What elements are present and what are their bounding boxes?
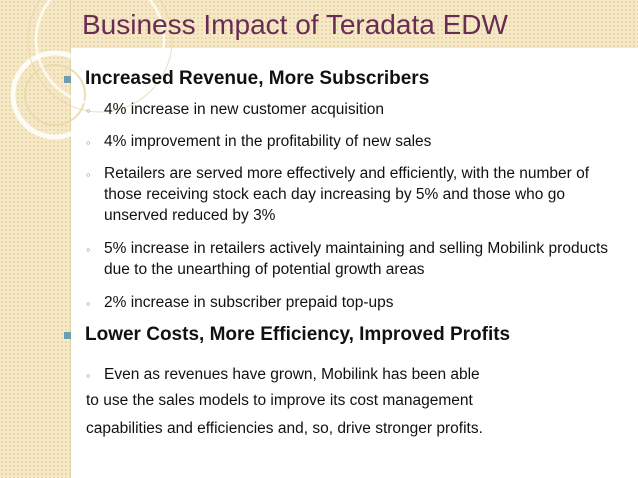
- ring-bullet-icon: ◦: [86, 167, 91, 182]
- list-item-text: 4% increase in new customer acquisition: [104, 101, 384, 118]
- list-item-text: 5% increase in retailers actively mainta…: [104, 240, 608, 278]
- list-item-text: 2% increase in subscriber prepaid top-up…: [104, 294, 394, 311]
- square-bullet-icon: [64, 332, 71, 339]
- slide-title: Business Impact of Teradata EDW: [82, 9, 508, 40]
- section-heading-costs: Lower Costs, More Efficiency, Improved P…: [64, 324, 511, 346]
- ring-bullet-icon: ◦: [86, 103, 91, 118]
- list-item: ◦ Retailers are served more effectively …: [86, 163, 614, 226]
- ring-bullet-icon: ◦: [86, 368, 91, 383]
- heading-text: Lower Costs, More Efficiency, Improved P…: [85, 324, 511, 345]
- ring-bullet-icon: ◦: [86, 242, 91, 257]
- list-item: ◦ 2% increase in subscriber prepaid top-…: [86, 292, 604, 313]
- list-item-text: Even as revenues have grown, Mobilink ha…: [104, 366, 480, 383]
- list-item-text: Retailers are served more effectively an…: [104, 165, 590, 224]
- list-item: ◦ Even as revenues have grown, Mobilink …: [86, 364, 604, 385]
- continuation-line: to use the sales models to improve its c…: [86, 392, 473, 409]
- side-band: [0, 0, 71, 478]
- list-item: ◦ 4% increase in new customer acquisitio…: [86, 99, 604, 120]
- ring-bullet-icon: ◦: [86, 296, 91, 311]
- square-bullet-icon: [64, 76, 71, 83]
- list-item-text: 4% improvement in the profitability of n…: [104, 133, 432, 150]
- continuation-line: capabilities and efficiencies and, so, d…: [86, 420, 483, 437]
- ring-bullet-icon: ◦: [86, 135, 91, 150]
- list-item: ◦ 4% improvement in the profitability of…: [86, 131, 604, 152]
- heading-text: Increased Revenue, More Subscribers: [85, 68, 430, 89]
- list-item: ◦ 5% increase in retailers actively main…: [86, 238, 614, 280]
- section-heading-revenue: Increased Revenue, More Subscribers: [64, 68, 430, 90]
